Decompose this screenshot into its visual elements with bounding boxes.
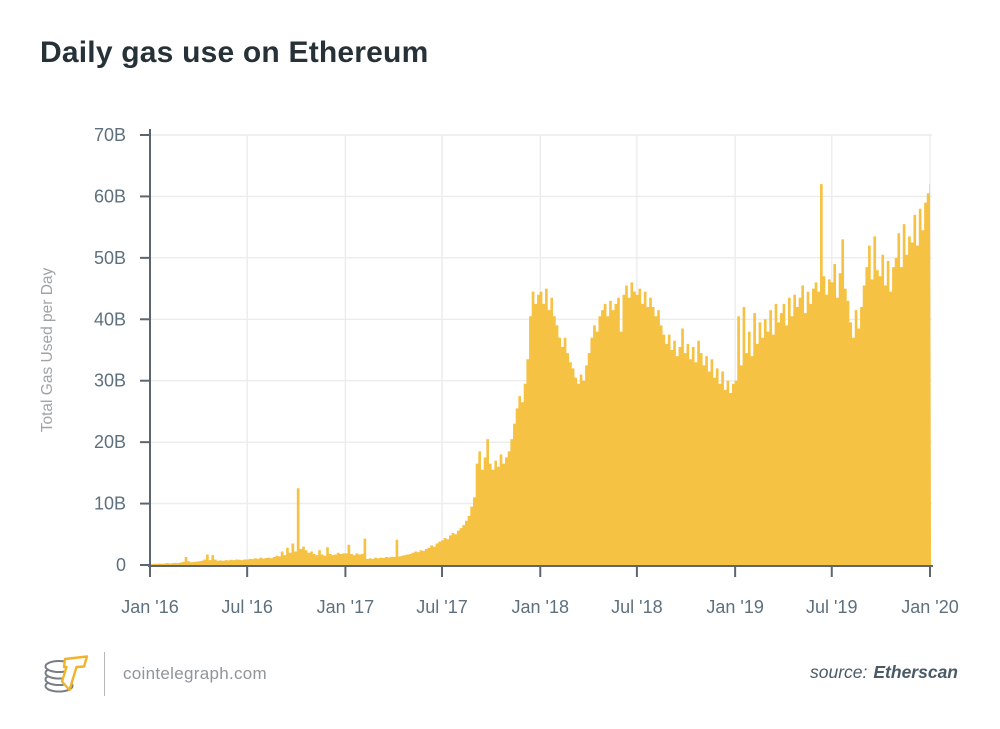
gas-used-area <box>150 184 932 565</box>
y-tick-label: 0 <box>116 555 126 575</box>
footer-divider <box>104 652 105 696</box>
source-name: Etherscan <box>873 662 958 682</box>
y-tick-label: 60B <box>94 186 126 206</box>
x-tick-label: Jan '17 <box>317 597 374 617</box>
source-label: source: <box>809 662 868 682</box>
y-tick-label: 30B <box>94 371 126 391</box>
cointelegraph-coin-logo <box>44 655 89 693</box>
y-tick-label: 20B <box>94 432 126 452</box>
x-tick-label: Jul '17 <box>416 597 467 617</box>
x-tick-label: Jul '19 <box>806 597 857 617</box>
axis-labels: 0 10B 20B 30B 40B 50B 60B 70B Jan '16 Jul '16 Jan … <box>39 125 959 617</box>
footer: cointelegraph.com <box>40 648 267 700</box>
y-axis-title: Total Gas Used per Day <box>39 267 56 432</box>
x-tick-label: Jul '18 <box>611 597 662 617</box>
x-tick-label: Jan '19 <box>706 597 763 617</box>
area-series <box>150 184 932 565</box>
x-tick-label: Jul '16 <box>221 597 272 617</box>
y-tick-label: 10B <box>94 494 126 514</box>
gas-usage-area-chart: 0 10B 20B 30B 40B 50B 60B 70B Jan '16 Jul '16 Jan … <box>39 125 959 617</box>
y-tick-label: 50B <box>94 248 126 268</box>
chart-title: Daily gas use on Ethereum <box>40 36 429 69</box>
footer-site-text: cointelegraph.com <box>123 664 268 683</box>
source-line: source: Etherscan <box>810 662 958 683</box>
axes-and-ticks <box>140 129 933 577</box>
y-tick-label: 70B <box>94 125 126 145</box>
y-tick-label: 40B <box>94 309 126 329</box>
x-tick-label: Jan '18 <box>512 597 569 617</box>
x-tick-label: Jan '20 <box>901 597 958 617</box>
x-tick-label: Jan '16 <box>121 597 178 617</box>
